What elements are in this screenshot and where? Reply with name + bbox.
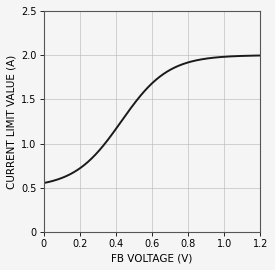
X-axis label: FB VOLTAGE (V): FB VOLTAGE (V) [111,253,193,263]
Y-axis label: CURRENT LIMIT VALUE (A): CURRENT LIMIT VALUE (A) [7,54,17,188]
